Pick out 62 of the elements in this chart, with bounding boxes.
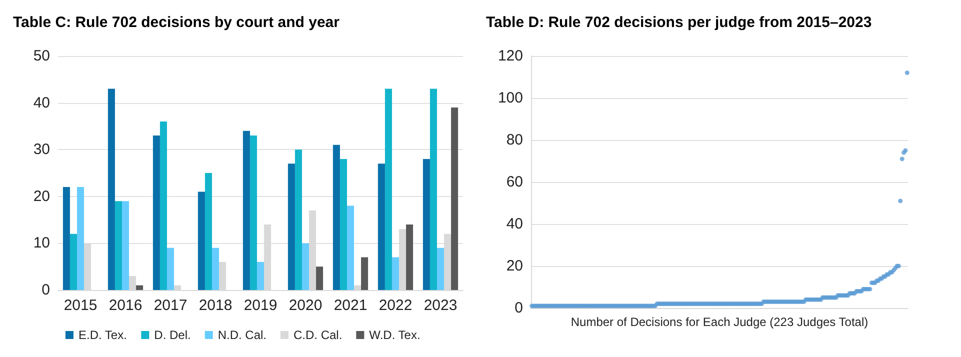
bar (384, 88, 392, 290)
bar (136, 285, 144, 290)
bar (436, 248, 444, 290)
y-tick-label: 0 (42, 282, 50, 298)
bar (250, 136, 257, 290)
bar (316, 266, 324, 290)
bar (70, 234, 77, 290)
bar (392, 257, 400, 290)
legend-label: D. Del. (154, 328, 191, 342)
bar (160, 122, 167, 290)
bar (198, 192, 205, 290)
x-tick-label: 2018 (198, 297, 232, 314)
y-tick-label: 30 (33, 141, 50, 158)
x-tick-label: 2022 (378, 297, 412, 314)
x-tick-label: 2015 (64, 297, 98, 314)
y-tick-label: 40 (33, 94, 50, 112)
x-tick-label: 2023 (424, 297, 458, 314)
chart-title: Table D: Rule 702 decisions per judge from 2015–2023 (486, 14, 872, 31)
chart-title: Table C: Rule 702 decisions by court and year (13, 14, 340, 31)
bar (152, 136, 160, 290)
bar (451, 107, 458, 290)
x-tick-label: 2019 (244, 297, 278, 314)
y-tick-label: 50 (33, 48, 50, 64)
bar (340, 158, 347, 290)
bar (422, 158, 430, 290)
bar (302, 243, 310, 290)
bar (76, 187, 84, 290)
x-axis-title: Number of Decisions for Each Judge (223 Judges Total) (570, 315, 868, 329)
bar (204, 173, 212, 290)
bar (406, 224, 414, 290)
y-tick-label: 40 (506, 216, 523, 232)
legend-label: E.D. Tex. (78, 328, 127, 342)
bar (114, 201, 122, 290)
bar (122, 201, 130, 290)
bar (256, 262, 264, 290)
bar (332, 144, 340, 290)
bar (294, 150, 302, 290)
y-tick-label: 10 (33, 234, 50, 252)
y-tick-label: 20 (33, 188, 50, 205)
bar (212, 248, 220, 290)
y-tick-label: 100 (498, 90, 523, 106)
x-tick-label: 2020 (288, 297, 322, 314)
y-tick-label: 0 (514, 300, 523, 316)
y-tick-label: 80 (506, 132, 523, 148)
legend-label: C.D. Cal. (294, 328, 342, 342)
bar (242, 130, 250, 290)
bar (166, 248, 174, 290)
bar (361, 257, 368, 290)
y-tick-label: 20 (506, 258, 523, 274)
x-tick-label: 2016 (108, 297, 142, 314)
bar (108, 88, 115, 290)
x-tick-label: 2021 (334, 297, 368, 314)
legend-label: W.D. Tex. (369, 328, 420, 342)
bar (378, 164, 385, 290)
y-tick-label: 120 (498, 48, 523, 64)
x-tick-label: 2017 (154, 297, 188, 314)
y-tick-label: 60 (506, 174, 523, 190)
legend-label: N.D. Cal. (218, 328, 267, 342)
bar (288, 164, 295, 290)
bar (62, 187, 70, 290)
bar (430, 88, 437, 290)
bar (346, 206, 354, 290)
